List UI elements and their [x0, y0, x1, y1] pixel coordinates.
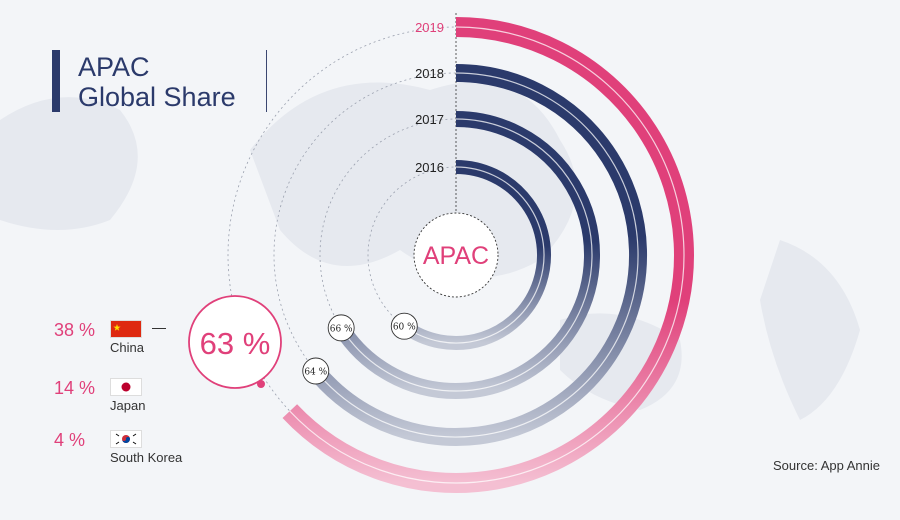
year-label-2017: 2017 — [415, 112, 444, 127]
south-korea-percent: 4 % — [54, 430, 86, 450]
source-note: Source: App Annie — [773, 458, 880, 473]
bar-highlight-2019 — [289, 26, 685, 484]
title-line-2: Global Share — [78, 82, 236, 112]
highlight-value: 63 % — [200, 326, 271, 361]
japan-percent: 14 % — [54, 378, 96, 398]
value-label-2017: 66 % — [330, 324, 353, 334]
japan-label: Japan — [110, 398, 146, 413]
year-label-2016: 2016 — [415, 160, 444, 175]
japan-flag-icon — [110, 378, 142, 396]
value-label-2016: 60 % — [393, 323, 416, 333]
country-japan: 14 % Japan — [40, 378, 210, 418]
title-divider — [266, 50, 267, 112]
center-label: APAC — [423, 242, 489, 270]
china-flag-icon — [110, 320, 142, 338]
china-percent: 38 % — [54, 320, 96, 340]
value-badge-2018 — [302, 357, 330, 385]
south-korea-flag-icon — [110, 430, 142, 448]
value-badge-2017 — [327, 314, 355, 342]
south-korea-label: South Korea — [110, 450, 183, 465]
highlight-bubble-pointer — [257, 380, 265, 388]
country-china: 38 % China — [40, 320, 210, 360]
country-south-korea: 4 % South Korea — [40, 430, 210, 470]
bar-highlight-2016 — [403, 166, 545, 344]
title-accent-bar — [52, 50, 60, 112]
value-badge-2016 — [390, 312, 418, 340]
value-label-2018: 64 % — [304, 368, 327, 378]
year-label-2018: 2018 — [415, 66, 444, 81]
china-label: China — [110, 340, 144, 355]
highlight-bubble — [188, 295, 282, 389]
china-connector — [152, 328, 166, 329]
bar-highlight-2017 — [340, 118, 593, 392]
title-line-1: APAC — [78, 52, 150, 82]
bar-highlight-2018 — [315, 72, 639, 438]
year-label-2019: 2019 — [415, 20, 444, 35]
center-circle — [413, 212, 499, 298]
